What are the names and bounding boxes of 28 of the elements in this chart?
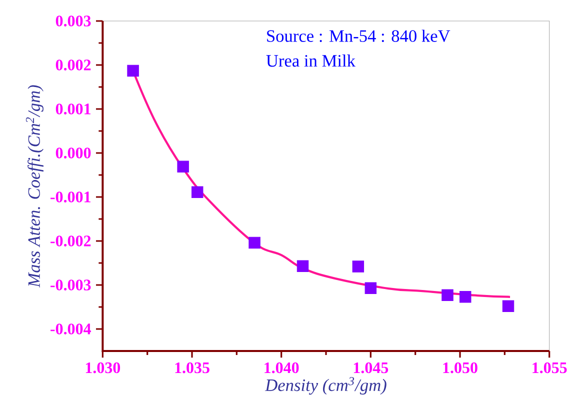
annotation: Source : Mn-54 : 840 keV [267,30,450,42]
y-tick-label: 0.001 [56,104,90,114]
point [127,64,139,77]
x-tick-label: 1.035 [175,362,210,374]
y-tick-label: 0.003 [56,16,91,26]
point [502,300,514,312]
y-tick-label: -0.003 [50,280,91,290]
point [248,236,260,249]
annotation: Urea in Milk [266,54,356,67]
y-tick-label: -0.004 [50,324,91,334]
point [352,260,364,272]
y-axis-title: Mass Atten. Coeffi.(Cm$^{2}$/gm) [26,85,44,288]
point [459,291,472,303]
x-tick-label: 1.030 [86,362,120,374]
point [442,289,454,301]
x-axis-title: Density (cm$^{3}$/gm) [264,377,386,395]
point [296,260,309,272]
x-tick-label: 1.050 [443,362,478,374]
y-tick-label: 0.002 [56,60,91,70]
y-tick-label: -0.002 [50,236,91,246]
y-tick-label: 0.000 [56,148,91,158]
x-tick-label: 1.045 [354,362,388,374]
point [177,160,189,173]
point [364,282,377,294]
point [191,186,204,198]
x-tick-label: 1.040 [264,362,299,374]
y-tick-label: -0.001 [50,192,90,202]
x-tick-label: 1.055 [532,362,567,374]
